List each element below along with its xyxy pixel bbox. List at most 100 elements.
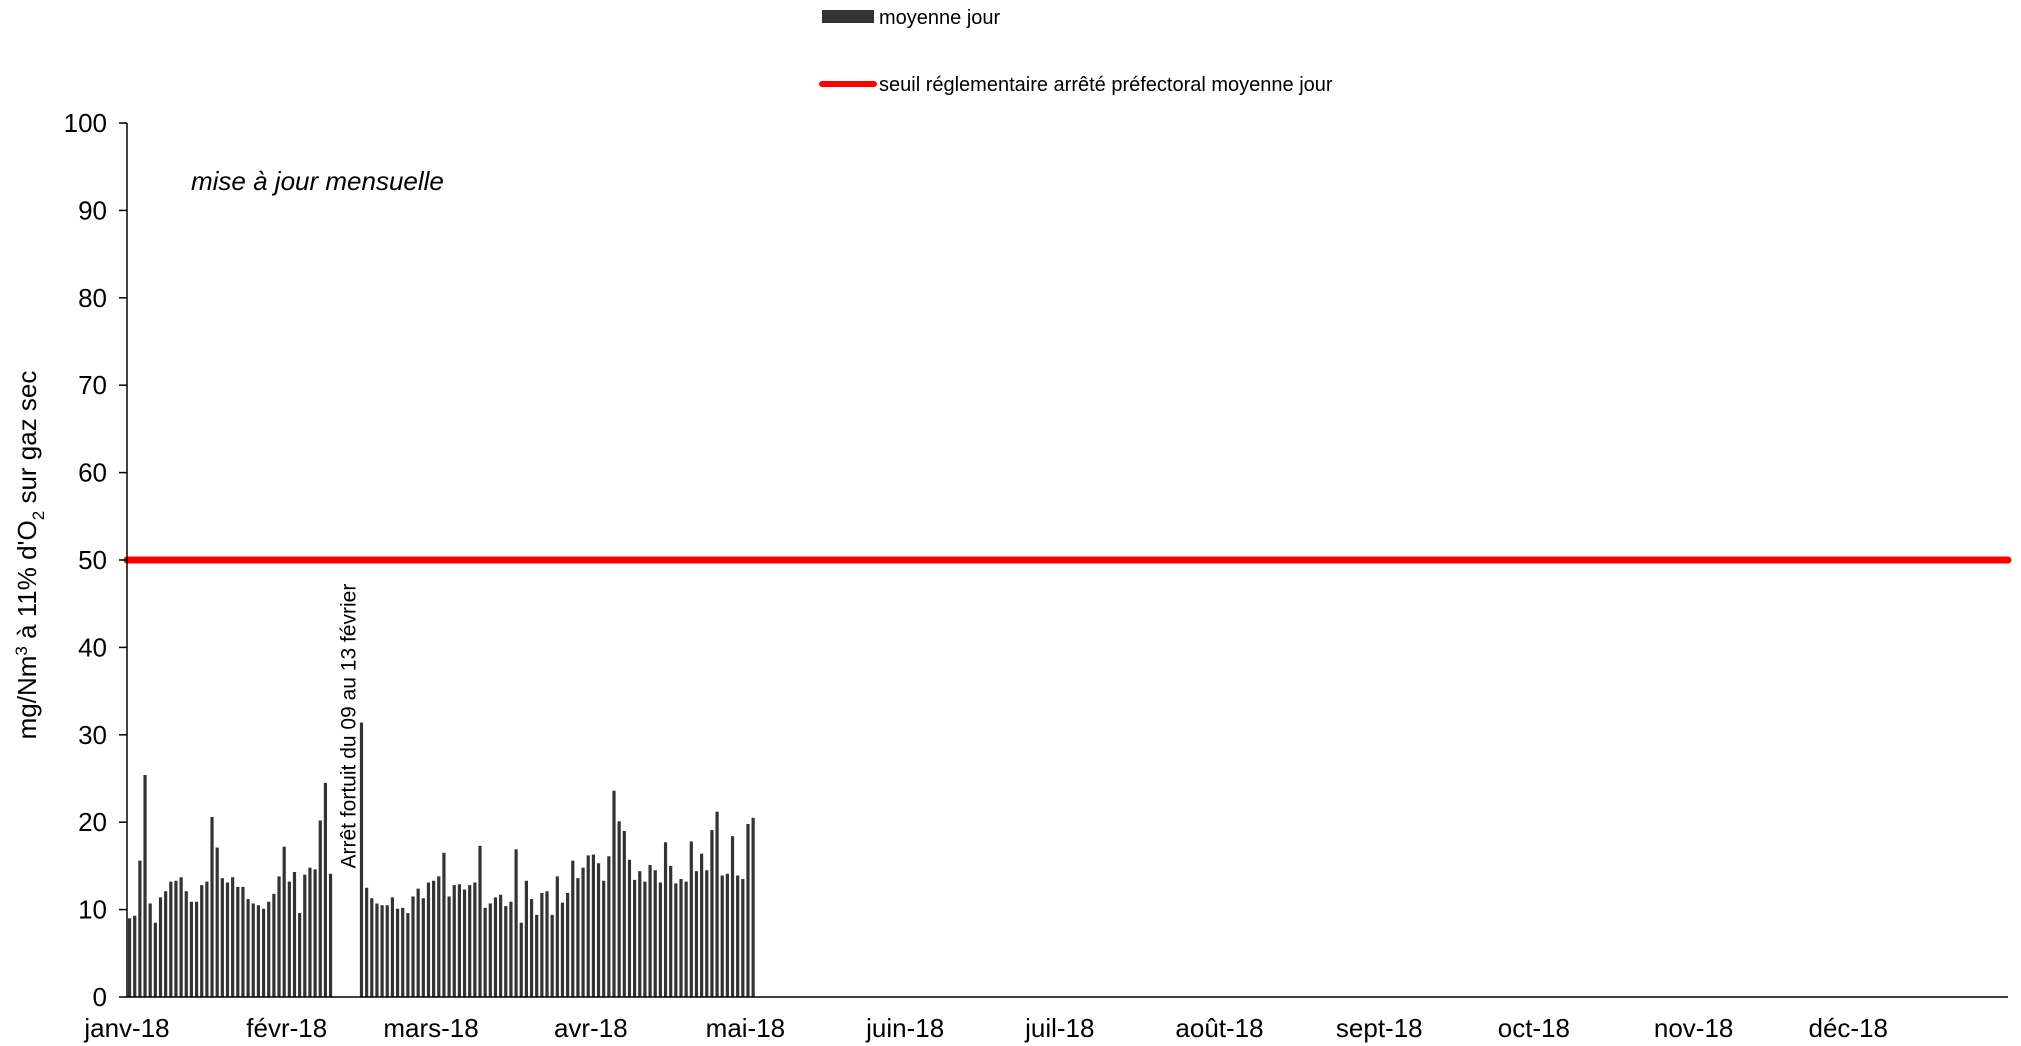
x-tick-label: oct-18 — [1498, 1013, 1570, 1043]
bar — [493, 897, 498, 997]
bar — [566, 892, 570, 997]
bar — [421, 898, 425, 997]
bar — [617, 821, 621, 997]
bar — [426, 882, 431, 997]
bar — [571, 860, 575, 997]
bar — [504, 906, 508, 997]
bar — [158, 897, 163, 997]
bar — [189, 901, 194, 997]
y-tick-label: 20 — [78, 807, 107, 837]
x-tick-label: nov-18 — [1654, 1013, 1734, 1043]
bar — [653, 870, 657, 997]
bar — [720, 875, 724, 997]
bar — [138, 860, 142, 997]
bar — [432, 880, 436, 997]
bar — [390, 897, 394, 997]
bar — [287, 881, 291, 997]
bar — [251, 903, 255, 997]
x-tick-label: mars-18 — [383, 1013, 478, 1043]
bar — [200, 885, 204, 997]
bar — [602, 880, 606, 997]
bar — [730, 836, 735, 997]
y-tick-label: 100 — [64, 108, 107, 138]
bar — [751, 817, 755, 997]
bar — [328, 873, 333, 997]
bar — [457, 884, 461, 997]
bar — [586, 855, 590, 997]
bar — [164, 891, 168, 997]
y-tick-label: 40 — [78, 632, 107, 662]
bar — [303, 874, 307, 997]
bar — [267, 901, 271, 997]
x-tick-label: juil-18 — [1024, 1013, 1094, 1043]
bar — [215, 847, 219, 997]
bar — [596, 863, 601, 997]
bar — [153, 922, 157, 997]
bar — [545, 891, 549, 997]
bar — [416, 888, 420, 997]
x-ticks: janv-18 févr-18 mars-18 avr-18 mai-18 juin-18… — [83, 1013, 1888, 1043]
bar — [401, 907, 405, 997]
bar — [323, 782, 328, 997]
bar — [194, 901, 199, 997]
bar — [684, 881, 688, 997]
bar — [236, 886, 240, 997]
y-tick-label: 60 — [78, 458, 107, 488]
bar — [205, 881, 209, 997]
bar — [689, 841, 693, 997]
legend-swatch-daily-average — [822, 10, 874, 23]
bar — [499, 894, 503, 997]
bar — [581, 867, 585, 997]
bar — [663, 842, 668, 997]
y-tick-label: 10 — [78, 895, 107, 925]
bar — [519, 922, 523, 997]
bar — [246, 899, 250, 997]
bar — [411, 896, 415, 997]
x-tick-label: juin-18 — [865, 1013, 944, 1043]
bar — [633, 879, 637, 997]
bar — [627, 859, 632, 997]
bar — [452, 885, 456, 997]
bar — [658, 882, 662, 997]
bar — [395, 908, 400, 997]
update-note: mise à jour mensuelle — [191, 166, 444, 196]
bar — [529, 899, 534, 997]
bar — [462, 889, 467, 997]
bar — [643, 881, 647, 997]
y-tick-label: 70 — [78, 370, 107, 400]
bar — [298, 913, 302, 997]
bar — [148, 903, 152, 997]
bar — [277, 876, 281, 997]
bar — [746, 823, 750, 997]
legend-label-threshold: seuil réglementaire arrêté préfectoral m… — [879, 74, 1333, 96]
bar — [607, 856, 611, 997]
bar — [272, 893, 276, 997]
bar — [468, 885, 472, 997]
bar — [638, 871, 642, 997]
bar — [736, 875, 740, 997]
bar — [169, 881, 173, 997]
bar — [524, 880, 528, 997]
bar — [231, 877, 235, 997]
y-tick-label: 90 — [78, 195, 107, 225]
x-tick-label: sept-18 — [1336, 1013, 1423, 1043]
y-tick-label: 0 — [93, 982, 107, 1012]
bar — [256, 905, 261, 997]
bar — [127, 918, 132, 997]
bar — [514, 849, 518, 997]
daily-average-bars — [127, 722, 755, 997]
bar — [225, 882, 230, 997]
x-tick-label: mai-18 — [706, 1013, 785, 1043]
bar — [292, 872, 297, 997]
bar — [385, 905, 389, 997]
bar — [282, 846, 286, 997]
y-tick-label: 80 — [78, 283, 107, 313]
bar — [560, 902, 565, 997]
bar — [674, 883, 678, 997]
y-tick-label: 50 — [78, 545, 107, 575]
bar — [375, 903, 379, 997]
bar — [241, 886, 245, 997]
bar — [473, 882, 477, 997]
bar — [261, 908, 266, 997]
bar — [679, 879, 683, 997]
